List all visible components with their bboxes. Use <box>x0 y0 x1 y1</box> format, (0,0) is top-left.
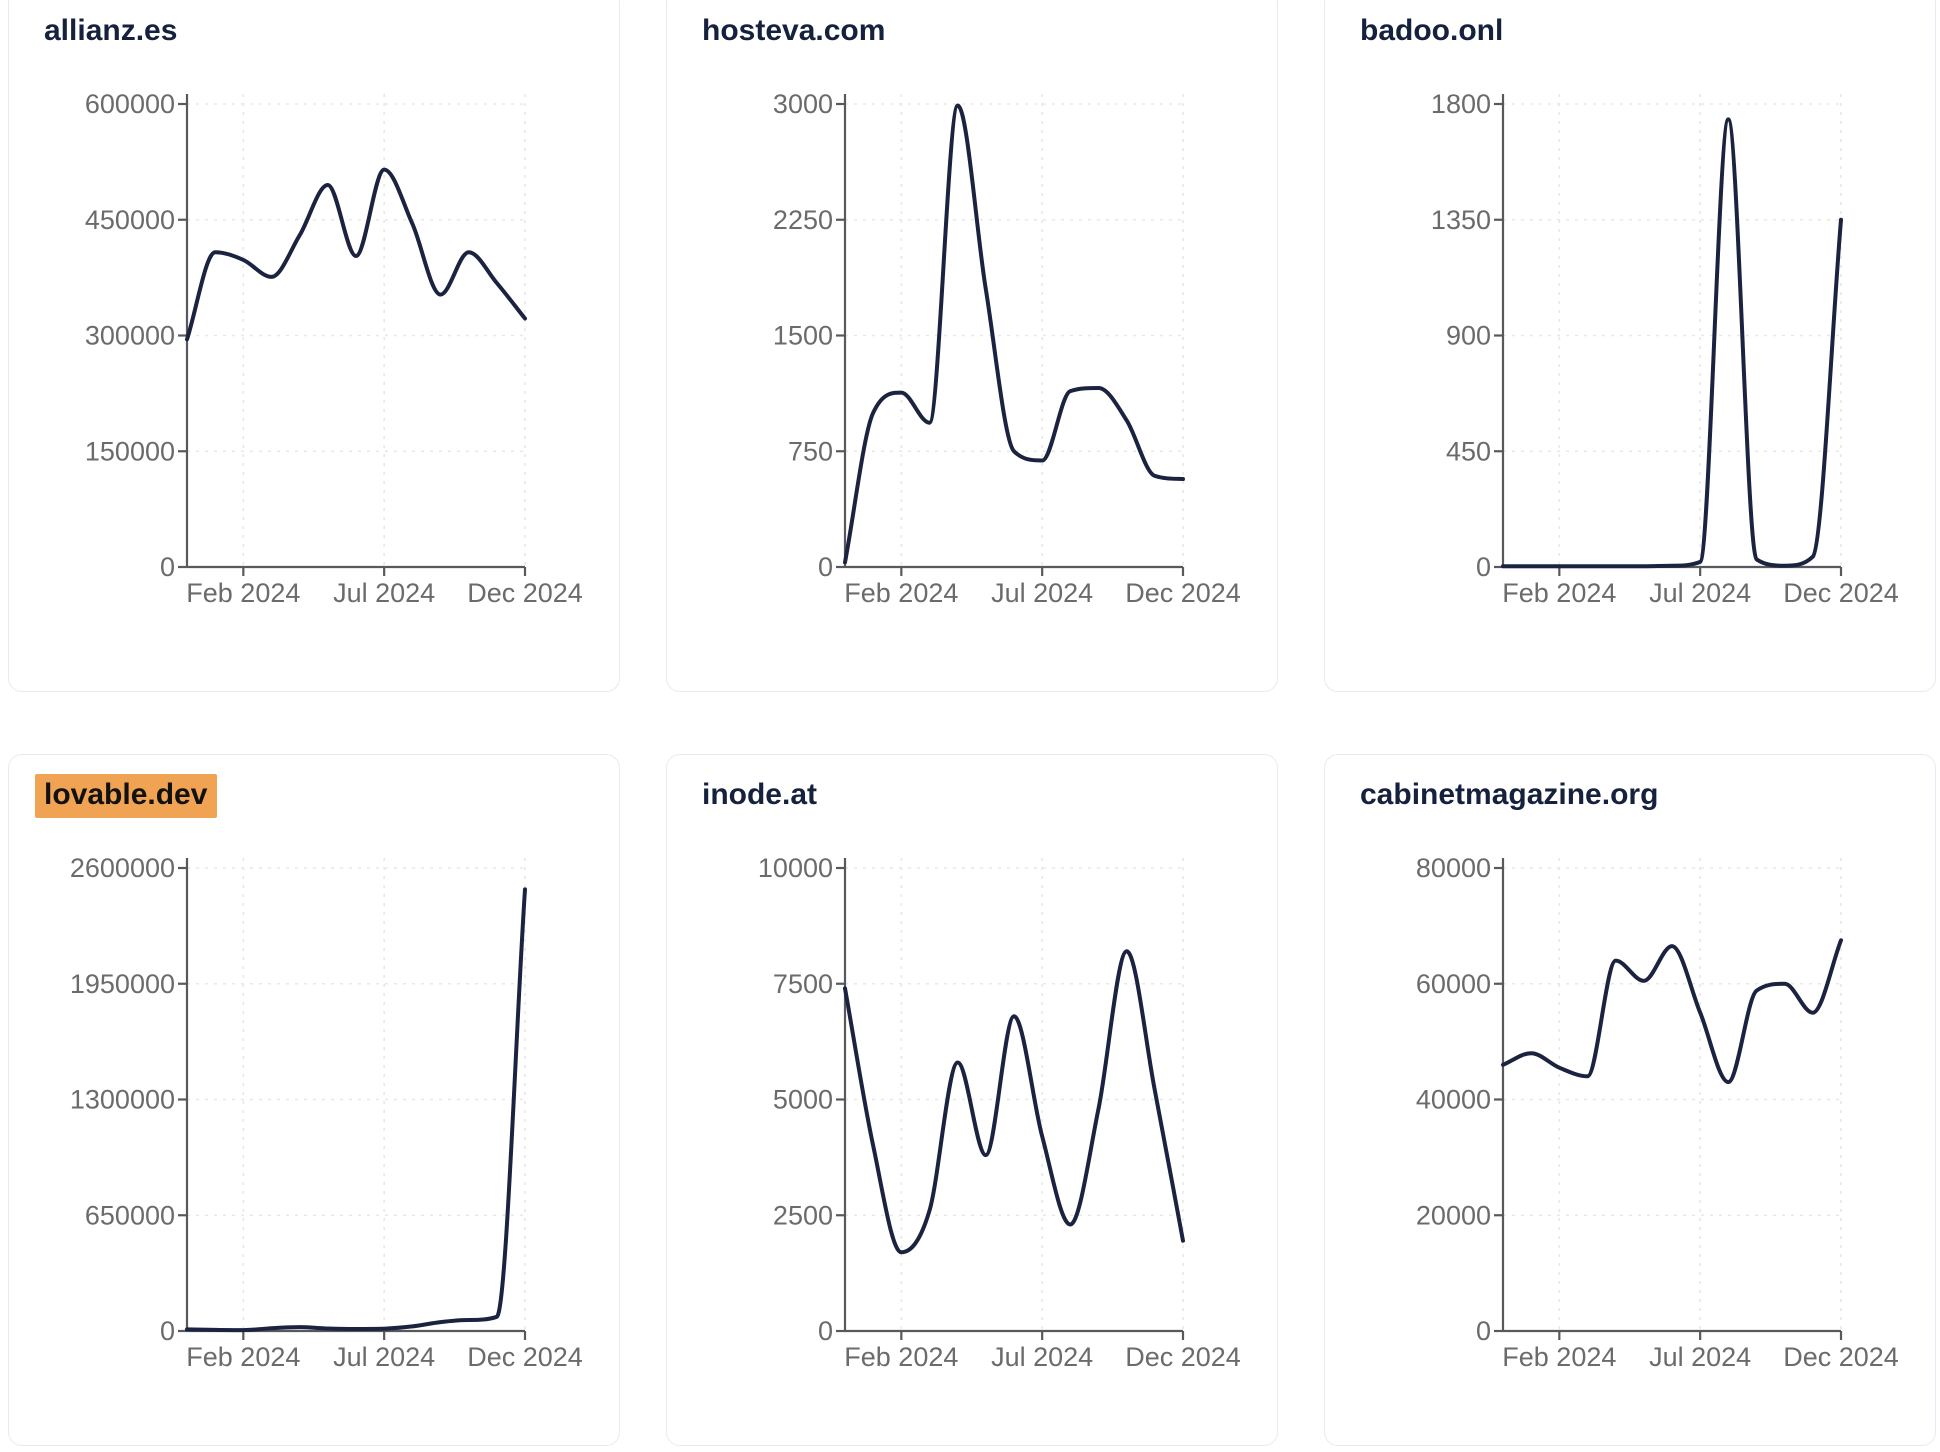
svg-text:2600000: 2600000 <box>70 853 175 883</box>
chart-title: hosteva.com <box>702 14 886 47</box>
svg-text:450000: 450000 <box>85 205 175 235</box>
svg-text:2500: 2500 <box>773 1200 833 1230</box>
svg-text:Dec 2024: Dec 2024 <box>1125 1342 1241 1372</box>
svg-text:Feb 2024: Feb 2024 <box>844 578 958 608</box>
chart-card: inode.at 0 2500 5000 7500 10000 Feb 2024 Jul 2… <box>666 754 1278 1446</box>
svg-text:450: 450 <box>1446 436 1491 466</box>
svg-text:650000: 650000 <box>85 1200 175 1230</box>
svg-text:Jul 2024: Jul 2024 <box>1649 578 1751 608</box>
svg-text:7500: 7500 <box>773 969 833 999</box>
svg-text:Feb 2024: Feb 2024 <box>844 1342 958 1372</box>
svg-text:0: 0 <box>1476 552 1491 582</box>
svg-text:1300000: 1300000 <box>70 1085 175 1115</box>
svg-text:900: 900 <box>1446 321 1491 351</box>
svg-text:750: 750 <box>788 436 833 466</box>
svg-text:Feb 2024: Feb 2024 <box>186 578 300 608</box>
chart-card: cabinetmagazine.org 0 20000 40000 60000 8000… <box>1324 754 1936 1446</box>
svg-text:60000: 60000 <box>1416 969 1491 999</box>
svg-text:2250: 2250 <box>773 205 833 235</box>
svg-text:0: 0 <box>160 1316 175 1346</box>
chart-card: hosteva.com 0 750 1500 2250 3000 Feb 2024 Jul … <box>666 0 1278 692</box>
svg-text:5000: 5000 <box>773 1085 833 1115</box>
svg-text:3000: 3000 <box>773 89 833 119</box>
svg-text:600000: 600000 <box>85 89 175 119</box>
svg-text:Dec 2024: Dec 2024 <box>1783 1342 1899 1372</box>
svg-text:0: 0 <box>160 552 175 582</box>
line-chart: 0 750 1500 2250 3000 Feb 2024 Jul 2024 Dec 2024 <box>773 89 1241 608</box>
line-chart: 0 650000 1300000 1950000 2600000 Feb 2024 Jul … <box>70 853 583 1372</box>
svg-text:1350: 1350 <box>1431 205 1491 235</box>
svg-text:Feb 2024: Feb 2024 <box>1502 1342 1616 1372</box>
chart-title: badoo.onl <box>1360 14 1504 47</box>
line-chart: 0 20000 40000 60000 80000 Feb 2024 Jul 2024 Dec… <box>1416 853 1899 1372</box>
svg-text:10000: 10000 <box>758 853 833 883</box>
svg-text:80000: 80000 <box>1416 853 1491 883</box>
line-chart: 0 2500 5000 7500 10000 Feb 2024 Jul 2024 Dec 20… <box>758 853 1241 1372</box>
svg-text:Jul 2024: Jul 2024 <box>1649 1342 1751 1372</box>
svg-text:0: 0 <box>818 552 833 582</box>
svg-text:Feb 2024: Feb 2024 <box>186 1342 300 1372</box>
charts-grid: allianz.es 0 150000 300000 450000 600000 Feb … <box>8 0 1936 1446</box>
svg-text:Jul 2024: Jul 2024 <box>991 578 1093 608</box>
svg-text:300000: 300000 <box>85 321 175 351</box>
chart-title: inode.at <box>702 778 818 811</box>
svg-text:20000: 20000 <box>1416 1200 1491 1230</box>
chart-title: allianz.es <box>44 14 178 47</box>
line-chart: 0 150000 300000 450000 600000 Feb 2024 Jul 202… <box>85 89 583 608</box>
svg-text:Dec 2024: Dec 2024 <box>467 578 583 608</box>
svg-text:Jul 2024: Jul 2024 <box>991 1342 1093 1372</box>
chart-title: lovable.dev <box>35 774 218 818</box>
chart-card: badoo.onl 0 450 900 1350 1800 Feb 2024 Jul 202… <box>1324 0 1936 692</box>
svg-text:40000: 40000 <box>1416 1085 1491 1115</box>
svg-text:1500: 1500 <box>773 321 833 351</box>
chart-title: cabinetmagazine.org <box>1360 778 1659 811</box>
svg-text:Feb 2024: Feb 2024 <box>1502 578 1616 608</box>
svg-text:150000: 150000 <box>85 436 175 466</box>
chart-card: allianz.es 0 150000 300000 450000 600000 Feb … <box>8 0 620 692</box>
svg-text:Dec 2024: Dec 2024 <box>1125 578 1241 608</box>
svg-text:Dec 2024: Dec 2024 <box>467 1342 583 1372</box>
svg-text:0: 0 <box>1476 1316 1491 1346</box>
svg-text:Jul 2024: Jul 2024 <box>333 1342 435 1372</box>
chart-card: lovable.dev 0 650000 1300000 1950000 2600000… <box>8 754 620 1446</box>
svg-text:1800: 1800 <box>1431 89 1491 119</box>
svg-text:Dec 2024: Dec 2024 <box>1783 578 1899 608</box>
svg-text:0: 0 <box>818 1316 833 1346</box>
svg-text:1950000: 1950000 <box>70 969 175 999</box>
line-chart: 0 450 900 1350 1800 Feb 2024 Jul 2024 Dec 2024 <box>1431 89 1899 608</box>
svg-text:Jul 2024: Jul 2024 <box>333 578 435 608</box>
